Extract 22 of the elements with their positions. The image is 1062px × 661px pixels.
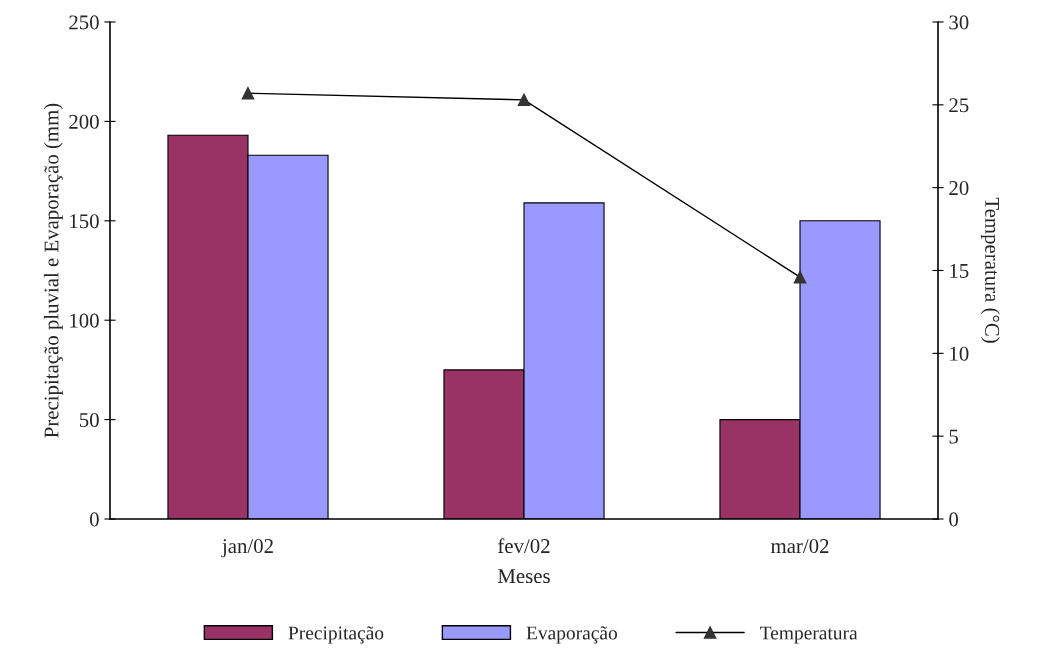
y2-tick-label: 30 <box>949 15 969 30</box>
x-axis-title: Meses <box>497 569 550 584</box>
y-tick-label: 100 <box>70 313 99 328</box>
y-tick-label: 250 <box>69 15 99 30</box>
legend-label: Evaporação <box>526 626 618 644</box>
y-tick-label: 150 <box>70 214 99 229</box>
x-tick-label: mar/02 <box>770 539 829 554</box>
legend-label: Precipitação <box>288 626 384 644</box>
y-tick-label: 0 <box>89 512 99 527</box>
y-tick-label: 200 <box>69 114 99 129</box>
y2-tick-label: 25 <box>949 98 969 113</box>
y2-tick-label: 0 <box>949 512 959 527</box>
y2-axis-title: Temperatura (°C) <box>980 197 1000 343</box>
y2-tick-label: 15 <box>950 263 969 278</box>
y2-tick-label: 10 <box>950 346 969 361</box>
y2-tick-label: 5 <box>949 429 959 444</box>
y-axis-title: Precipitação pluvial e Evaporação (mm) <box>43 103 63 438</box>
x-tick-label: fev/02 <box>498 538 550 554</box>
x-tick-label: jan/02 <box>221 539 273 558</box>
legend-label: Temperatura <box>760 626 858 644</box>
y2-tick-label: 20 <box>949 181 969 196</box>
y-tick-label: 50 <box>79 412 99 428</box>
